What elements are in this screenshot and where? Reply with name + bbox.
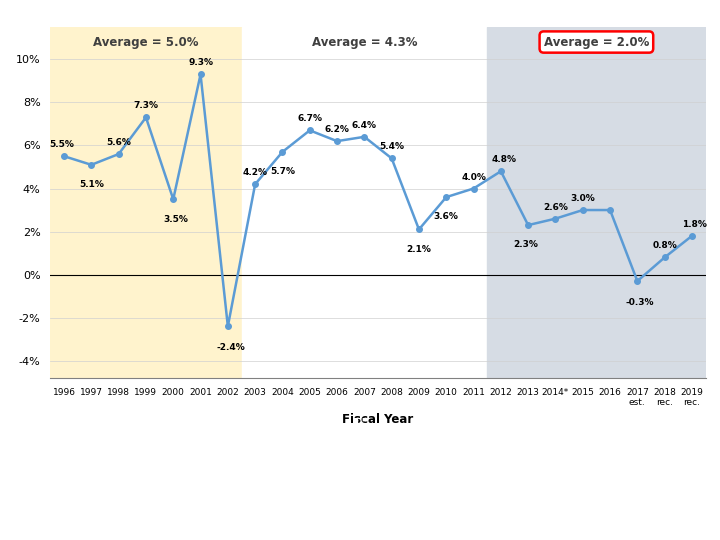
Text: Average = 2.0%: Average = 2.0% bbox=[544, 36, 649, 49]
Text: 0.8%: 0.8% bbox=[652, 241, 677, 251]
Text: 6.4%: 6.4% bbox=[352, 121, 377, 130]
Text: 6.7%: 6.7% bbox=[297, 114, 323, 124]
Text: 3.0%: 3.0% bbox=[570, 194, 595, 203]
Text: 5.5%: 5.5% bbox=[49, 140, 73, 149]
Text: Average = 5.0%: Average = 5.0% bbox=[93, 36, 199, 49]
Text: 5.4%: 5.4% bbox=[379, 143, 404, 151]
Text: 3.6%: 3.6% bbox=[434, 212, 459, 221]
Bar bbox=[487, 27, 706, 378]
Text: 4.2%: 4.2% bbox=[243, 168, 268, 177]
Bar bbox=[241, 27, 487, 378]
Text: 4.0%: 4.0% bbox=[461, 173, 486, 181]
Text: -2.4%: -2.4% bbox=[216, 343, 245, 352]
Bar bbox=[50, 27, 241, 378]
Text: 2.1%: 2.1% bbox=[407, 245, 431, 254]
X-axis label: Fiscal Year: Fiscal Year bbox=[343, 413, 413, 426]
Text: 1.8%: 1.8% bbox=[683, 220, 707, 229]
Text: -0.3%: -0.3% bbox=[626, 298, 654, 307]
Text: 5.1%: 5.1% bbox=[79, 180, 104, 189]
Text: Average = 4.3%: Average = 4.3% bbox=[312, 36, 417, 49]
Text: Expenditure growth, General Fund, 1996-2019, Office Of Policy
And Management: Expenditure growth, General Fund, 1996-2… bbox=[14, 496, 410, 517]
Text: 5.6%: 5.6% bbox=[107, 138, 131, 147]
Text: 2.6%: 2.6% bbox=[543, 202, 568, 212]
Text: 6.2%: 6.2% bbox=[325, 125, 349, 134]
Text: 5.7%: 5.7% bbox=[270, 167, 295, 176]
Text: 9.3%: 9.3% bbox=[188, 58, 213, 68]
Text: 2.3%: 2.3% bbox=[513, 240, 538, 249]
Text: OPM: “It is not a spending problem.”: OPM: “It is not a spending problem.” bbox=[14, 418, 567, 444]
Text: 4.8%: 4.8% bbox=[491, 156, 516, 164]
Text: 3.5%: 3.5% bbox=[163, 214, 189, 224]
Text: 7.3%: 7.3% bbox=[133, 102, 158, 111]
